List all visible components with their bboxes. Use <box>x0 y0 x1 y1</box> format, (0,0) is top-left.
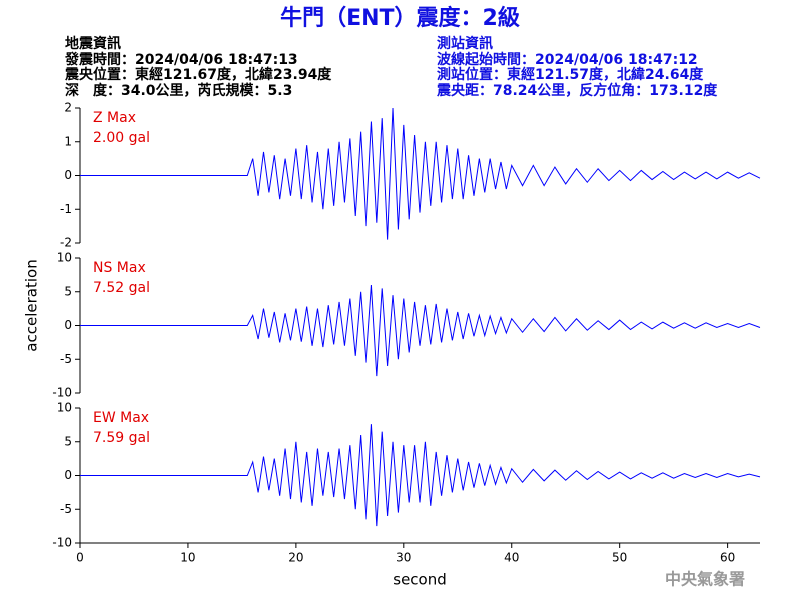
y-tick-label: -10 <box>52 386 72 400</box>
annotation: 7.52 gal <box>93 280 150 296</box>
x-axis-label: second <box>393 571 447 589</box>
credit: 中央氣象署 <box>665 570 745 589</box>
annotation: NS Max <box>93 260 146 276</box>
waveform <box>80 284 761 377</box>
x-tick-label: 0 <box>76 551 84 565</box>
y-tick-label: 2 <box>64 101 72 115</box>
x-tick-label: 20 <box>288 551 303 565</box>
y-tick-label: -1 <box>60 202 72 216</box>
annotation: Z Max <box>93 110 136 126</box>
y-tick-label: -2 <box>60 236 72 250</box>
y-axis-label: acceleration <box>23 259 41 351</box>
info-line: 震央位置：東經121.67度，北緯23.94度 <box>64 66 332 83</box>
annotation: 7.59 gal <box>93 430 150 446</box>
info-line: 測站資訊 <box>437 35 493 52</box>
y-tick-label: 5 <box>64 434 72 448</box>
y-tick-label: 0 <box>64 468 72 482</box>
waveform <box>80 107 761 240</box>
y-tick-label: 5 <box>64 284 72 298</box>
y-tick-label: -5 <box>60 352 72 366</box>
info-line: 波線起始時間：2024/04/06 18:47:12 <box>437 51 698 68</box>
x-tick-label: 40 <box>504 551 519 565</box>
waveform <box>80 424 761 527</box>
x-tick-label: 10 <box>180 551 195 565</box>
title: 牛門（ENT）震度：2級 <box>280 5 520 31</box>
info-line: 震央距：78.24公里，反方位角：173.12度 <box>436 82 718 99</box>
annotation: EW Max <box>93 410 149 426</box>
x-tick-label: 60 <box>720 551 735 565</box>
y-tick-label: 10 <box>57 401 72 415</box>
y-tick-label: -10 <box>52 536 72 550</box>
y-tick-label: -5 <box>60 502 72 516</box>
info-line: 發震時間：2024/04/06 18:47:13 <box>64 51 298 68</box>
x-tick-label: 50 <box>612 551 627 565</box>
info-line: 深 度：34.0公里，芮氏規模：5.3 <box>65 82 292 99</box>
y-tick-label: 0 <box>64 168 72 182</box>
annotation: 2.00 gal <box>93 130 150 146</box>
info-line: 地震資訊 <box>65 35 121 52</box>
y-tick-label: 10 <box>57 251 72 265</box>
x-tick-label: 30 <box>396 551 411 565</box>
y-tick-label: 0 <box>64 318 72 332</box>
info-line: 測站位置：東經121.57度，北緯24.64度 <box>437 66 704 83</box>
y-tick-label: 1 <box>64 134 72 148</box>
